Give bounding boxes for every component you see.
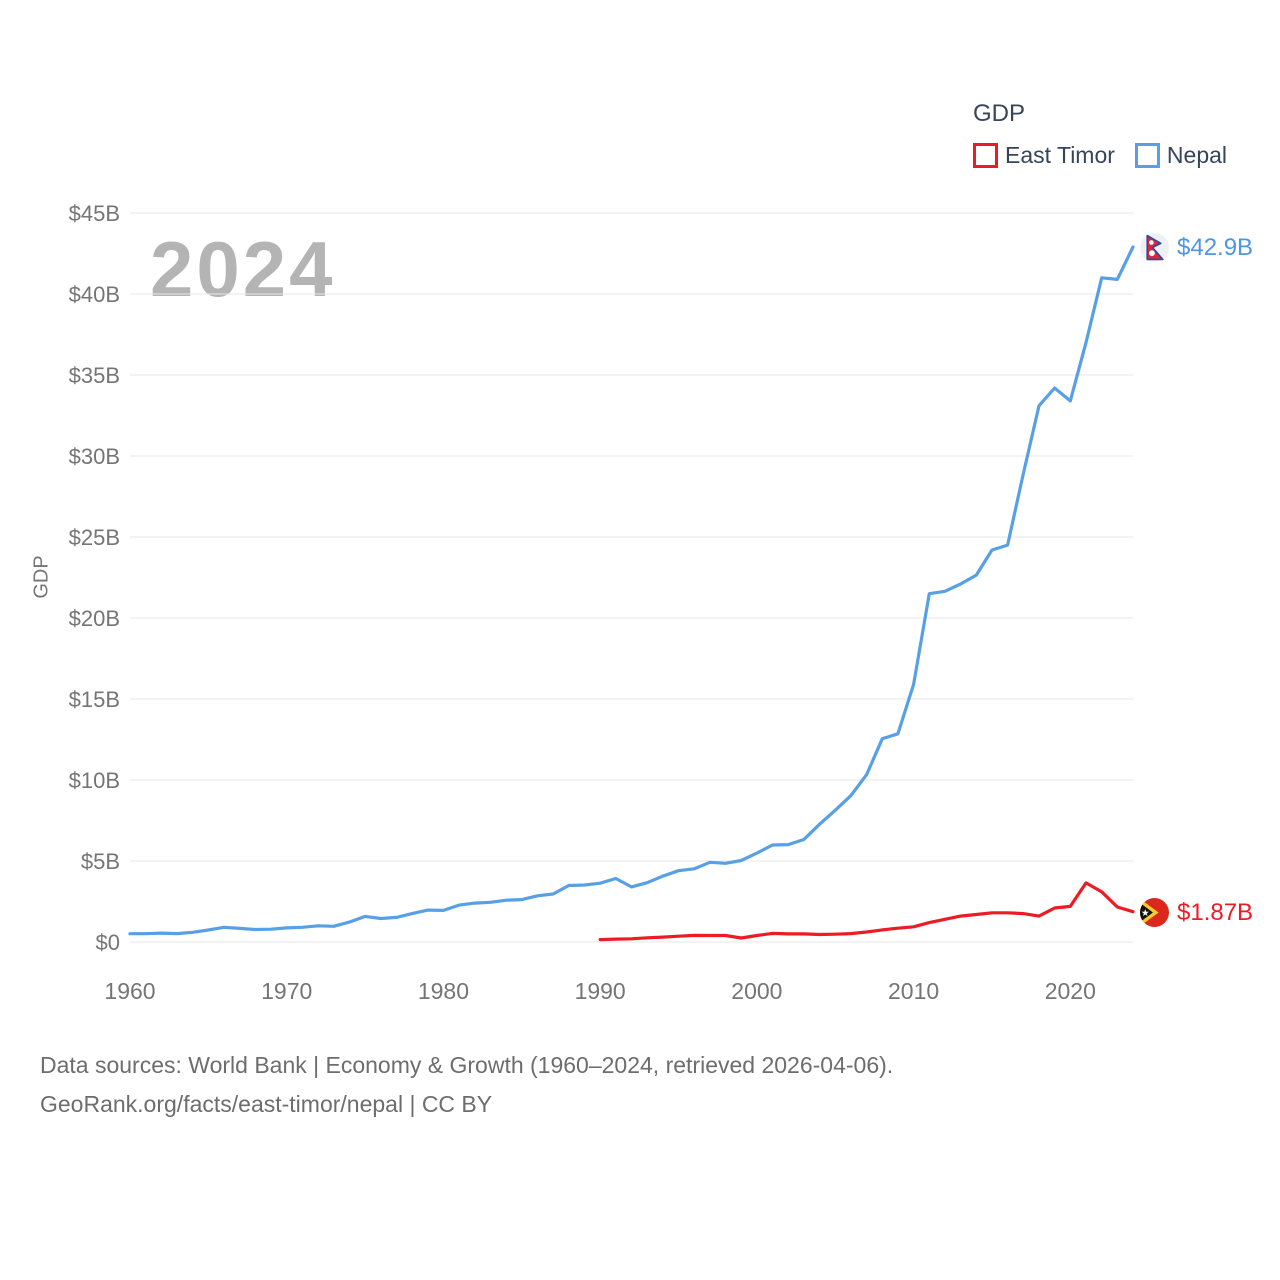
footer: Data sources: World Bank | Economy & Gro… — [40, 1046, 893, 1124]
legend-item-label: East Timor — [1005, 142, 1115, 168]
nepal-end-label: $42.9B — [1140, 233, 1253, 262]
x-tick-label: 2010 — [888, 978, 939, 1004]
y-tick-label: $15B — [69, 687, 120, 712]
y-tick-label: $20B — [69, 606, 120, 631]
east-timor-swatch-icon — [973, 143, 998, 168]
x-tick-label: 2020 — [1045, 978, 1096, 1004]
legend-item-nepal[interactable]: Nepal — [1134, 142, 1228, 169]
x-tick-label: 1970 — [261, 978, 312, 1004]
east-timor-end-value: $1.87B — [1177, 898, 1254, 926]
y-tick-label: $5B — [81, 849, 120, 874]
legend-item-label: Nepal — [1166, 142, 1228, 168]
svg-text:★: ★ — [1141, 908, 1149, 918]
legend-title: GDP — [973, 100, 1026, 127]
x-tick-label: 1960 — [104, 978, 155, 1004]
y-tick-label: $40B — [69, 282, 120, 307]
nepal-line[interactable] — [128, 245, 1135, 936]
legend-row: East Timor Nepal — [973, 142, 1227, 169]
y-tick-label: $35B — [69, 363, 120, 388]
x-tick-label: 1990 — [575, 978, 626, 1004]
east-timor-end-label: ★ $1.87B — [1140, 898, 1253, 927]
y-tick-label: $10B — [69, 768, 120, 793]
y-tick-label: $25B — [69, 525, 120, 550]
east-timor-line[interactable] — [598, 881, 1135, 942]
y-tick-label: $45B — [69, 201, 120, 226]
y-tick-label: $30B — [69, 444, 120, 469]
nepal-swatch-icon — [1134, 143, 1160, 168]
x-tick-label: 2000 — [731, 978, 782, 1004]
watermark-year: 2024 — [150, 225, 336, 313]
x-tick-label: 1980 — [418, 978, 469, 1004]
nepal-end-value: $42.9B — [1177, 233, 1254, 261]
footer-attribution-line: GeoRank.org/facts/east-timor/nepal | CC … — [40, 1091, 493, 1117]
plot-area: $0 $5B $10B $15B $20B $25B $30B $35B $40B $45B 196… — [69, 201, 1135, 1004]
nepal-flag-icon — [1140, 233, 1169, 262]
legend: GDP East Timor Nepal — [973, 100, 1227, 169]
east-timor-flag-icon: ★ — [1140, 898, 1169, 927]
footer-source-line: Data sources: World Bank | Economy & Gro… — [40, 1052, 894, 1078]
y-tick-label: $0 — [96, 930, 120, 955]
legend-item-east-timor[interactable]: East Timor — [973, 142, 1115, 169]
